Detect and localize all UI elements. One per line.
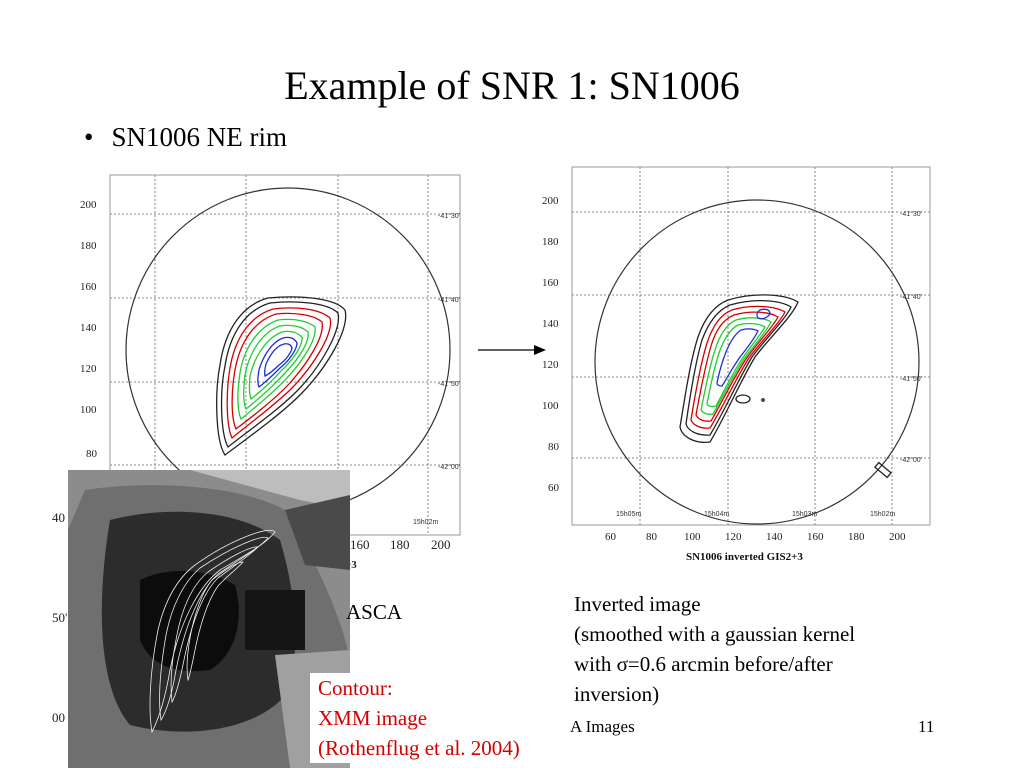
left-x-tick-labels: 160 180 200 bbox=[350, 537, 451, 552]
asca-label-fragment: ASCA bbox=[346, 600, 403, 624]
right-dec-label: -42°00' bbox=[900, 456, 922, 464]
right-ra-labels: 15h05m 15h04m 15h03m 15h02m bbox=[616, 511, 895, 518]
right-x-tick-labels: 60 80 100 120 140 160 180 200 bbox=[605, 531, 906, 543]
left-dec-label: -41°40' bbox=[438, 296, 460, 304]
xmm-axis-labels: 40 50' 00 bbox=[52, 510, 67, 725]
right-ytick-120: 120 bbox=[542, 359, 559, 371]
left-ytick-140: 140 bbox=[80, 322, 97, 334]
right-field-circle bbox=[594, 199, 920, 525]
right-plot-caption: SN1006 inverted GIS2+3 bbox=[686, 551, 803, 563]
contour-caption-line: Contour: bbox=[318, 676, 393, 700]
left-ytick-100: 100 bbox=[80, 404, 97, 416]
right-ytick-180: 180 bbox=[542, 236, 559, 248]
contour-caption: Contour: XMM image (Rothenflug et al. 20… bbox=[310, 673, 526, 763]
right-xtick-140: 140 bbox=[766, 531, 783, 543]
right-ytick-60: 60 bbox=[548, 482, 560, 494]
arrow-icon bbox=[478, 345, 546, 355]
left-xtick-180: 180 bbox=[390, 537, 410, 552]
left-dec-label: -41°50' bbox=[438, 380, 460, 388]
left-ytick-200: 200 bbox=[80, 199, 97, 211]
right-plot-frame bbox=[571, 166, 931, 526]
bullet-text: SN1006 NE rim bbox=[111, 122, 287, 152]
bullet-marker: • bbox=[84, 122, 94, 152]
left-contours bbox=[216, 296, 347, 456]
left-xtick-200: 200 bbox=[431, 537, 451, 552]
right-dec-label: -41°50' bbox=[900, 375, 922, 383]
xmm-axis-label: 50' bbox=[52, 610, 67, 625]
left-ra-label: 15h02m bbox=[413, 519, 438, 526]
right-ra-label: 15h04m bbox=[704, 511, 729, 518]
right-xtick-120: 120 bbox=[725, 531, 742, 543]
contour-caption-line: XMM image bbox=[318, 706, 428, 730]
xmm-contours bbox=[149, 529, 276, 734]
right-dec-labels: -41°30' -41°40' -41°50' -42°00' bbox=[900, 210, 922, 464]
xmm-axis-label: 40 bbox=[52, 510, 65, 525]
xmm-image: 40 50' 00 bbox=[52, 470, 350, 768]
contour-caption-line: (Rothenflug et al. 2004) bbox=[318, 736, 520, 760]
right-dec-label: -41°30' bbox=[900, 210, 922, 218]
inverted-caption-line: (smoothed with a gaussian kernel bbox=[574, 622, 856, 646]
right-ytick-140: 140 bbox=[542, 318, 559, 330]
inverted-caption: Inverted image (smoothed with a gaussian… bbox=[574, 589, 855, 709]
slide-title: Example of SNR 1: SN1006 bbox=[284, 63, 740, 108]
left-dec-labels: -41°30' -41°40' -41°50' -42°00' bbox=[438, 212, 460, 471]
left-y-tick-labels: 200 180 160 140 120 100 80 bbox=[80, 199, 98, 460]
inverted-caption-line: Inverted image bbox=[574, 592, 701, 616]
inverted-caption-line: with σ=0.6 arcmin before/after bbox=[574, 652, 833, 676]
footer-text-fragment: A Images bbox=[570, 717, 635, 736]
right-dec-label: -41°40' bbox=[900, 293, 922, 301]
page-number: 11 bbox=[918, 717, 935, 736]
right-xtick-160: 160 bbox=[807, 531, 824, 543]
right-ytick-160: 160 bbox=[542, 277, 559, 289]
bullet-item: • SN1006 NE rim bbox=[84, 122, 287, 153]
right-xtick-200: 200 bbox=[889, 531, 906, 543]
right-xtick-180: 180 bbox=[848, 531, 865, 543]
left-dec-label: -41°30' bbox=[438, 212, 460, 220]
right-xtick-60: 60 bbox=[605, 531, 617, 543]
left-xtick-160: 160 bbox=[350, 537, 370, 552]
right-inverted-plot: 200 180 160 140 120 100 80 60 60 80 100 … bbox=[542, 166, 931, 563]
left-ytick-80: 80 bbox=[86, 448, 98, 460]
right-contours bbox=[679, 294, 892, 479]
inverted-caption-line: inversion) bbox=[574, 682, 660, 706]
right-ytick-100: 100 bbox=[542, 400, 559, 412]
right-ra-label: 15h02m bbox=[870, 511, 895, 518]
right-y-tick-labels: 200 180 160 140 120 100 80 60 bbox=[542, 195, 560, 494]
left-ytick-180: 180 bbox=[80, 240, 97, 252]
left-ytick-160: 160 bbox=[80, 281, 97, 293]
right-ytick-80: 80 bbox=[548, 441, 560, 453]
right-xtick-80: 80 bbox=[646, 531, 658, 543]
right-xtick-100: 100 bbox=[684, 531, 701, 543]
left-field-circle bbox=[125, 187, 451, 513]
xmm-axis-label: 00 bbox=[52, 710, 65, 725]
left-ytick-120: 120 bbox=[80, 363, 97, 375]
right-ytick-200: 200 bbox=[542, 195, 559, 207]
left-dec-label: -42°00' bbox=[438, 463, 460, 471]
right-ra-label: 15h03m bbox=[792, 511, 817, 518]
right-ra-label: 15h05m bbox=[616, 511, 641, 518]
